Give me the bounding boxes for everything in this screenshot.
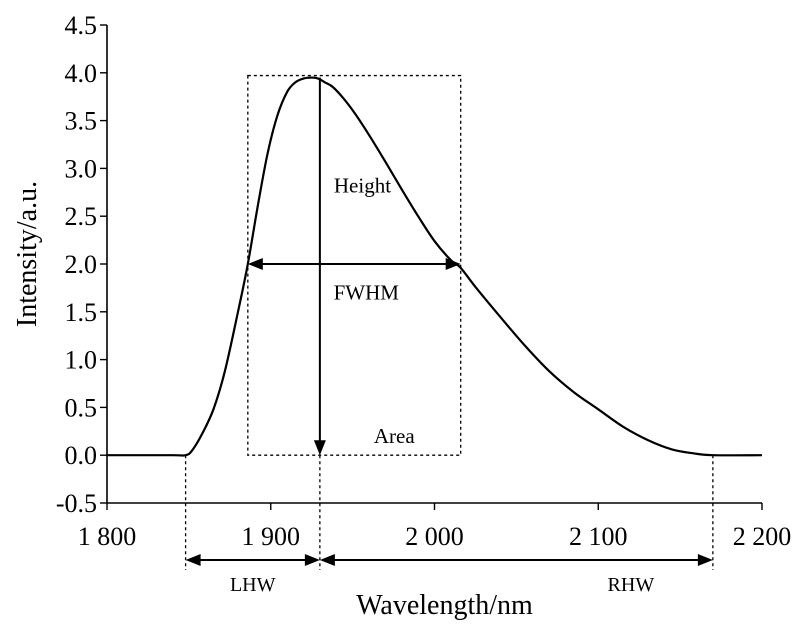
rhw-arrow-head-right xyxy=(697,554,713,566)
y-tick-label: 3.0 xyxy=(65,154,98,183)
x-axis-ticks: 1 800 1 900 2 000 2 100 2 200 xyxy=(78,503,792,551)
y-tick-label: -0.5 xyxy=(56,489,97,518)
area-label: Area xyxy=(374,424,415,448)
x-tick-label: 2 000 xyxy=(405,522,464,551)
fwhm-label: FWHM xyxy=(334,280,400,304)
y-tick-label: 2.5 xyxy=(65,202,98,231)
height-label: Height xyxy=(334,173,391,197)
y-tick-label: 0.0 xyxy=(65,441,98,470)
lhw-label: LHW xyxy=(230,574,276,596)
fwhm-arrow-head-left xyxy=(247,258,263,270)
y-tick-label: 0.5 xyxy=(65,393,98,422)
x-tick-label: 2 200 xyxy=(733,522,792,551)
y-tick-label: 3.5 xyxy=(65,107,98,136)
fwhm-arrow-head-right xyxy=(445,258,461,270)
y-axis-title: Intensity/a.u. xyxy=(12,181,43,327)
spectrum-curve xyxy=(107,76,763,457)
rhw-label: RHW xyxy=(608,574,655,596)
y-tick-label: 4.0 xyxy=(65,59,98,88)
height-arrow-head xyxy=(313,440,326,456)
y-tick-label: 1.5 xyxy=(65,298,98,327)
rhw-arrow-head-left xyxy=(319,554,335,566)
lhw-arrow-head-right xyxy=(304,554,320,566)
x-tick-label: 2 100 xyxy=(569,522,628,551)
x-tick-label: 1 900 xyxy=(242,522,301,551)
y-tick-label: 1.0 xyxy=(65,346,98,375)
area-rectangle xyxy=(247,74,462,456)
x-tick-label: 1 800 xyxy=(78,522,137,551)
x-axis-title: Wavelength/nm xyxy=(356,590,533,621)
lhw-arrow-head-left xyxy=(185,554,201,566)
y-axis-ticks: -0.5 0.0 0.5 1.0 1.5 2.0 2.5 3.0 3.5 4.0 4.5 xyxy=(56,11,107,518)
y-tick-label: 4.5 xyxy=(65,11,98,40)
y-tick-label: 2.0 xyxy=(65,250,98,279)
